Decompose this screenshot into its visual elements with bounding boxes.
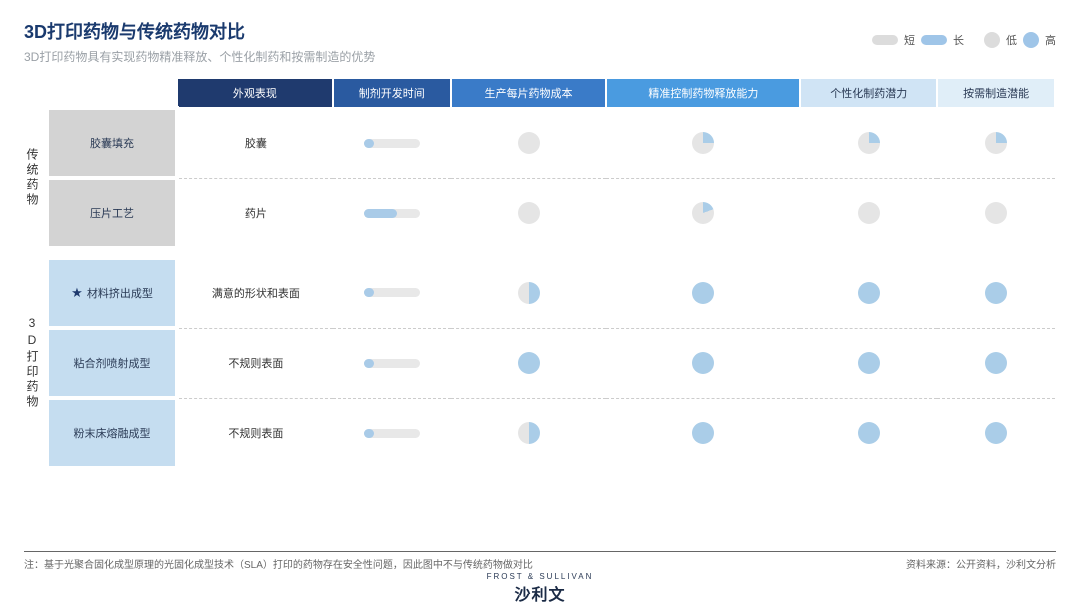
metric-cell — [800, 108, 937, 178]
column-header: 个性化制药潜力 — [800, 78, 937, 108]
legend: 短 长 低 高 — [872, 32, 1056, 48]
appearance-cell: 不规则表面 — [177, 398, 333, 468]
pie-indicator — [985, 282, 1007, 304]
pie-indicator — [518, 132, 540, 154]
devtime-cell — [333, 258, 451, 328]
category-label: 3D打印药物 — [24, 258, 47, 468]
row-label: 胶囊填充 — [47, 108, 177, 178]
legend-long-label: 长 — [953, 32, 964, 48]
pie-indicator — [985, 202, 1007, 224]
metric-cell — [937, 328, 1055, 398]
brand-en: FROST & SULLIVAN — [0, 572, 1080, 581]
pie-indicator — [858, 422, 880, 444]
pie-indicator — [518, 202, 540, 224]
bar-indicator — [364, 139, 420, 148]
star-icon: ★ — [71, 285, 83, 300]
legend-short-swatch — [872, 35, 898, 45]
legend-high-swatch — [1023, 32, 1039, 48]
row-label: ★材料挤出成型 — [47, 258, 177, 328]
row-label: 压片工艺 — [47, 178, 177, 248]
legend-high-label: 高 — [1045, 32, 1056, 48]
table-row: 粘合剂喷射成型不规则表面 — [24, 328, 1055, 398]
metric-cell — [606, 178, 800, 248]
metric-cell — [451, 108, 607, 178]
pie-indicator — [518, 422, 540, 444]
bar-indicator — [364, 288, 420, 297]
pie-indicator — [692, 132, 714, 154]
pie-indicator — [518, 352, 540, 374]
appearance-cell: 不规则表面 — [177, 328, 333, 398]
row-label: 粘合剂喷射成型 — [47, 328, 177, 398]
devtime-cell — [333, 328, 451, 398]
pie-indicator — [858, 282, 880, 304]
column-header: 外观表现 — [177, 78, 333, 108]
brand: FROST & SULLIVAN 沙利文 — [0, 572, 1080, 605]
metric-cell — [800, 258, 937, 328]
pie-indicator — [985, 422, 1007, 444]
appearance-cell: 胶囊 — [177, 108, 333, 178]
page-subtitle: 3D打印药物具有实现药物精准释放、个性化制药和按需制造的优势 — [24, 48, 1056, 65]
column-header: 精准控制药物释放能力 — [606, 78, 800, 108]
metric-cell — [937, 178, 1055, 248]
footer: 注：基于光聚合固化成型原理的光固化成型技术（SLA）打印的药物存在安全性问题，因… — [24, 551, 1056, 571]
brand-cn: 沙利文 — [0, 581, 1080, 605]
row-label: 粉末床熔融成型 — [47, 398, 177, 468]
pie-indicator — [858, 132, 880, 154]
pie-indicator — [518, 282, 540, 304]
pie-indicator — [692, 282, 714, 304]
footnote-left: 注：基于光聚合固化成型原理的光固化成型技术（SLA）打印的药物存在安全性问题，因… — [24, 556, 533, 571]
metric-cell — [937, 108, 1055, 178]
bar-indicator — [364, 429, 420, 438]
devtime-cell — [333, 398, 451, 468]
metric-cell — [451, 178, 607, 248]
footnote-right: 资料来源：公开资料，沙利文分析 — [906, 556, 1056, 571]
category-label: 传统药物 — [24, 108, 47, 248]
table-row: 传统药物胶囊填充胶囊 — [24, 108, 1055, 178]
column-header: 按需制造潜能 — [937, 78, 1055, 108]
metric-cell — [937, 258, 1055, 328]
metric-cell — [800, 178, 937, 248]
pie-indicator — [985, 352, 1007, 374]
metric-cell — [451, 398, 607, 468]
metric-cell — [606, 258, 800, 328]
bar-indicator — [364, 209, 420, 218]
legend-low-swatch — [984, 32, 1000, 48]
legend-short-label: 短 — [904, 32, 915, 48]
pie-indicator — [692, 202, 714, 224]
column-header: 制剂开发时间 — [333, 78, 451, 108]
metric-cell — [451, 328, 607, 398]
pie-indicator — [858, 202, 880, 224]
pie-indicator — [858, 352, 880, 374]
pie-indicator — [692, 422, 714, 444]
pie-indicator — [692, 352, 714, 374]
pie-indicator — [985, 132, 1007, 154]
metric-cell — [606, 108, 800, 178]
table-row: 3D打印药物★材料挤出成型满意的形状和表面 — [24, 258, 1055, 328]
appearance-cell: 满意的形状和表面 — [177, 258, 333, 328]
bar-indicator — [364, 359, 420, 368]
devtime-cell — [333, 178, 451, 248]
metric-cell — [606, 398, 800, 468]
metric-cell — [451, 258, 607, 328]
legend-low-label: 低 — [1006, 32, 1017, 48]
metric-cell — [800, 398, 937, 468]
devtime-cell — [333, 108, 451, 178]
metric-cell — [606, 328, 800, 398]
legend-long-swatch — [921, 35, 947, 45]
metric-cell — [800, 328, 937, 398]
appearance-cell: 药片 — [177, 178, 333, 248]
table-row: 粉末床熔融成型不规则表面 — [24, 398, 1055, 468]
metric-cell — [937, 398, 1055, 468]
table-row: 压片工艺药片 — [24, 178, 1055, 248]
column-header: 生产每片药物成本 — [451, 78, 607, 108]
comparison-table: 外观表现制剂开发时间生产每片药物成本精准控制药物释放能力个性化制药潜力按需制造潜… — [0, 73, 1080, 470]
